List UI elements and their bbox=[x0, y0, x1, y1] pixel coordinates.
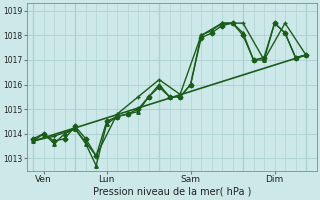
X-axis label: Pression niveau de la mer( hPa ): Pression niveau de la mer( hPa ) bbox=[92, 187, 251, 197]
